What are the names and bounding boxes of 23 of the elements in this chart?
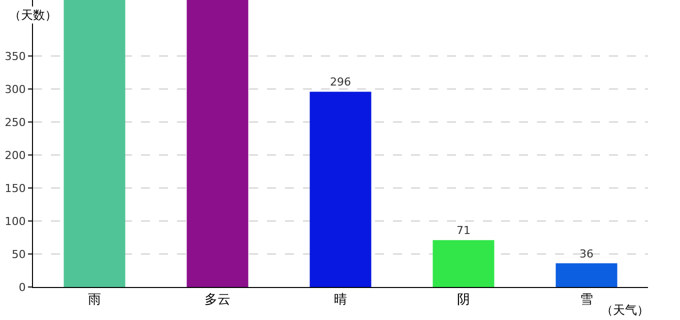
x-tick-label: 晴: [334, 292, 347, 308]
bar: [432, 240, 494, 287]
y-tick-label: 250: [4, 116, 26, 129]
x-tick-label: 雨: [88, 292, 101, 308]
x-tick-label: 雪: [580, 292, 593, 308]
bar: [64, 0, 126, 287]
x-tick-label: 多云: [204, 292, 230, 308]
y-tick-label: 50: [12, 248, 26, 261]
x-axis-title: （天气）: [601, 303, 649, 317]
y-tick-label: 150: [4, 182, 26, 195]
bar: [556, 263, 618, 287]
y-axis-title: （天数）: [9, 8, 57, 22]
y-tick-label: 100: [4, 214, 26, 228]
data-label: 71: [456, 224, 470, 238]
bar: [186, 0, 248, 287]
data-label: 36: [580, 247, 594, 260]
x-tick-label: 阴: [457, 292, 470, 308]
data-label: 296: [330, 76, 351, 89]
y-tick-label: 200: [4, 148, 26, 162]
y-tick-label: 350: [4, 50, 26, 63]
y-tick-label: 300: [4, 82, 26, 96]
y-tick-label: 0: [18, 280, 26, 294]
bar: [310, 92, 372, 287]
